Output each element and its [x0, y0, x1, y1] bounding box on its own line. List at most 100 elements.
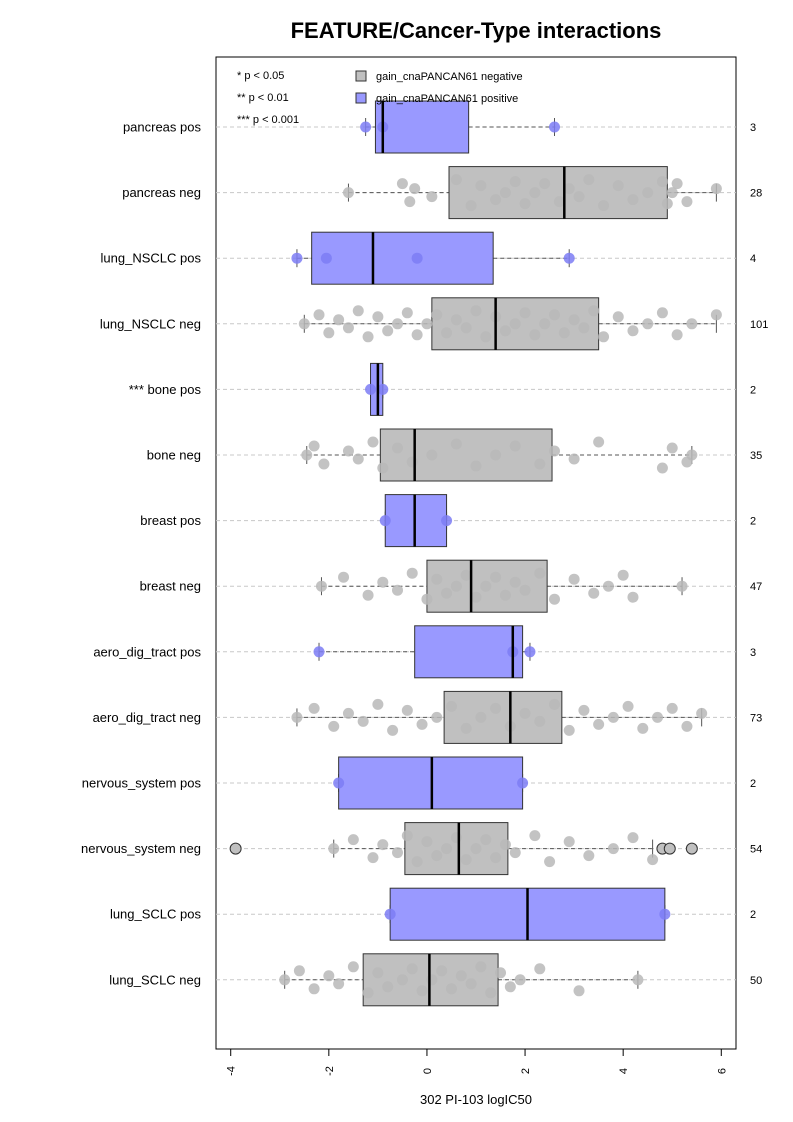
- data-point: [421, 836, 433, 848]
- data-point: [588, 305, 600, 317]
- data-point: [710, 183, 722, 195]
- data-point: [441, 843, 453, 855]
- data-point: [377, 462, 389, 474]
- data-point: [534, 458, 546, 470]
- data-point: [431, 309, 443, 321]
- data-point: [553, 196, 565, 208]
- data-point: [396, 178, 408, 190]
- data-point: [293, 965, 305, 977]
- data-point: [372, 311, 384, 323]
- data-point: [499, 839, 511, 851]
- data-point: [534, 567, 546, 579]
- data-point: [450, 832, 462, 844]
- data-point: [656, 462, 668, 474]
- data-point: [465, 978, 477, 990]
- data-point: [686, 449, 698, 461]
- legend-swatch: [355, 70, 367, 82]
- group-label: nervous_system pos: [82, 776, 202, 791]
- legend: * p < 0.05 ** p < 0.01 *** p < 0.001 gain_c…: [237, 70, 523, 126]
- data-point: [315, 580, 327, 592]
- data-point: [519, 584, 531, 596]
- data-point: [377, 839, 389, 851]
- significance-legend-item: *** p < 0.001: [237, 114, 299, 126]
- data-point: [490, 702, 502, 714]
- data-point: [710, 309, 722, 321]
- data-point: [308, 983, 320, 995]
- significance-legend-item: ** p < 0.01: [237, 92, 289, 104]
- data-point: [460, 722, 472, 734]
- data-point: [450, 438, 462, 450]
- data-point: [563, 183, 575, 195]
- data-point: [642, 318, 654, 330]
- data-point: [539, 318, 551, 330]
- data-point: [548, 593, 560, 605]
- data-point: [607, 711, 619, 723]
- data-point: [392, 847, 404, 859]
- box: [311, 231, 494, 285]
- data-point: [450, 174, 462, 186]
- group-label: lung_NSCLC pos: [101, 251, 202, 266]
- data-point: [401, 307, 413, 319]
- data-point: [406, 567, 418, 579]
- data-point: [509, 440, 521, 452]
- data-point: [392, 318, 404, 330]
- data-point: [568, 453, 580, 465]
- data-point: [365, 383, 377, 395]
- group-labels: pancreas pos pancreas neg lung_NSCLC pos lu…: [81, 120, 201, 988]
- legend-label: gain_cnaPANCAN61 positive: [376, 93, 518, 105]
- data-point: [593, 718, 605, 730]
- data-point: [470, 305, 482, 317]
- data-point: [406, 963, 418, 975]
- data-point: [548, 121, 560, 133]
- data-point: [362, 589, 374, 601]
- data-point: [367, 436, 379, 448]
- group-label: breast pos: [140, 513, 201, 528]
- data-point: [598, 200, 610, 212]
- group-count: 2: [750, 384, 756, 396]
- x-axis-label: 302 PI-103 logIC50: [420, 1092, 532, 1107]
- data-point: [411, 329, 423, 341]
- data-point: [431, 573, 443, 585]
- data-point: [411, 856, 423, 868]
- data-point: [519, 307, 531, 319]
- data-point: [450, 314, 462, 326]
- data-point: [450, 580, 462, 592]
- data-point: [406, 456, 418, 468]
- data-point: [342, 322, 354, 334]
- data-point: [396, 974, 408, 986]
- data-point: [313, 309, 325, 321]
- data-point: [563, 252, 575, 264]
- group-count: 4: [750, 253, 756, 265]
- data-point: [647, 854, 659, 866]
- data-point: [622, 700, 634, 712]
- data-point: [499, 325, 511, 337]
- box: [443, 690, 563, 744]
- group-count: 73: [750, 712, 762, 724]
- data-point: [416, 718, 428, 730]
- data-point: [490, 194, 502, 206]
- x-tick-label: 2: [520, 1068, 532, 1074]
- data-point: [421, 318, 433, 330]
- data-point: [686, 318, 698, 330]
- data-point: [676, 580, 688, 592]
- data-point: [514, 974, 526, 986]
- data-point: [362, 987, 374, 999]
- data-point: [470, 843, 482, 855]
- data-point: [372, 698, 384, 710]
- data-point: [320, 252, 332, 264]
- x-tick-label: -2: [324, 1066, 336, 1076]
- data-point: [617, 569, 629, 581]
- data-point: [431, 711, 443, 723]
- group-count: 2: [750, 516, 756, 528]
- data-point: [291, 252, 303, 264]
- data-point: [475, 961, 487, 973]
- data-point: [318, 458, 330, 470]
- group-label: pancreas pos: [123, 120, 202, 135]
- data-point: [342, 187, 354, 199]
- data-point: [519, 707, 531, 719]
- group-label: aero_dig_tract pos: [93, 644, 201, 659]
- data-point: [637, 722, 649, 734]
- data-point: [475, 711, 487, 723]
- data-point: [342, 707, 354, 719]
- data-point: [352, 305, 364, 317]
